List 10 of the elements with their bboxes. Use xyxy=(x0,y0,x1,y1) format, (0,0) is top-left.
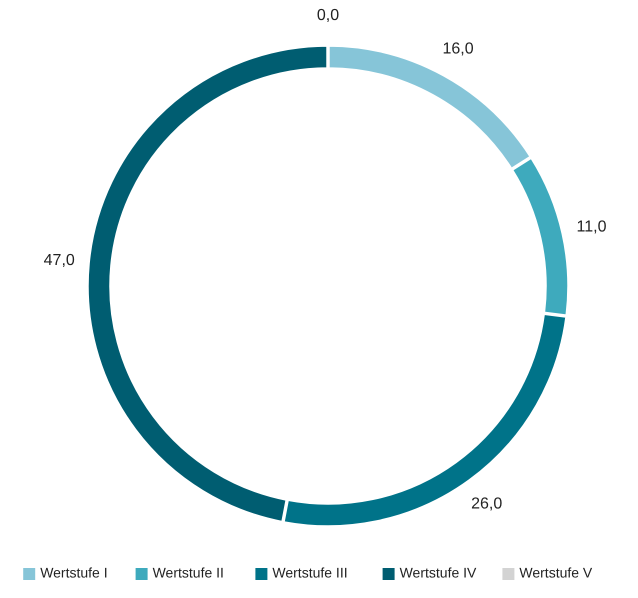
data-label: 11,0 xyxy=(576,218,607,236)
legend-label: Wertstufe V xyxy=(519,564,593,581)
legend-label: Wertstufe III xyxy=(272,564,348,581)
data-label: 16,0 xyxy=(442,40,474,58)
data-label: 26,0 xyxy=(471,496,502,513)
data-label: 47,0 xyxy=(44,252,75,269)
text: 0,0 xyxy=(316,7,340,24)
legend-label: Wertstufe IV xyxy=(400,564,478,581)
legend-label: Wertstufe I xyxy=(40,564,108,581)
legend-label: Wertstufe II xyxy=(152,564,224,581)
